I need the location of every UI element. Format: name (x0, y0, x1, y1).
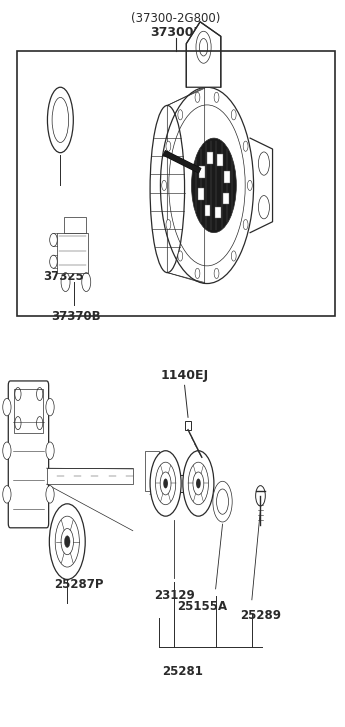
Circle shape (193, 472, 204, 495)
Bar (217, 154, 223, 166)
Text: (37300-2G800): (37300-2G800) (131, 12, 221, 25)
Text: 25289: 25289 (240, 609, 281, 622)
Text: 1140EJ: 1140EJ (160, 369, 209, 382)
Text: 37300E: 37300E (150, 26, 202, 39)
Ellipse shape (50, 233, 57, 246)
Polygon shape (167, 87, 205, 284)
Bar (14, 389, 43, 433)
Circle shape (166, 141, 171, 151)
Circle shape (231, 251, 236, 261)
Bar (57, 233, 88, 273)
Circle shape (213, 481, 232, 522)
Text: 37325: 37325 (43, 270, 84, 284)
Bar (223, 193, 229, 204)
Circle shape (247, 180, 252, 190)
Circle shape (195, 92, 200, 103)
Text: 25281: 25281 (162, 665, 203, 678)
Circle shape (163, 478, 168, 489)
Circle shape (231, 110, 236, 120)
Circle shape (46, 398, 54, 416)
FancyBboxPatch shape (8, 381, 49, 528)
Circle shape (3, 398, 11, 416)
Text: 25155A: 25155A (177, 600, 227, 613)
Bar (47, 468, 133, 484)
Circle shape (256, 486, 265, 506)
Circle shape (188, 462, 208, 505)
Bar (199, 166, 205, 178)
Circle shape (196, 478, 201, 489)
Circle shape (160, 472, 171, 495)
Circle shape (156, 462, 176, 505)
Circle shape (191, 138, 236, 233)
Circle shape (3, 442, 11, 459)
Circle shape (162, 180, 167, 190)
Ellipse shape (50, 255, 57, 268)
Polygon shape (185, 421, 191, 430)
Circle shape (55, 516, 79, 567)
Circle shape (61, 529, 73, 555)
Circle shape (243, 141, 248, 151)
Circle shape (217, 489, 228, 514)
Text: 25287P: 25287P (55, 578, 104, 591)
Bar (215, 206, 221, 218)
Bar (64, 217, 86, 233)
Circle shape (166, 220, 171, 230)
Bar (198, 188, 204, 200)
Bar (17, 51, 335, 316)
Circle shape (49, 504, 85, 579)
Circle shape (195, 268, 200, 278)
Circle shape (178, 110, 183, 120)
Circle shape (3, 486, 11, 503)
Text: 37370B: 37370B (51, 310, 101, 323)
Text: 23129: 23129 (154, 589, 195, 602)
Bar (224, 171, 229, 182)
Circle shape (214, 268, 219, 278)
Bar (205, 205, 210, 217)
Circle shape (46, 442, 54, 459)
Polygon shape (186, 22, 221, 87)
Circle shape (65, 536, 70, 547)
Circle shape (150, 451, 181, 516)
Bar (207, 153, 213, 164)
Circle shape (243, 220, 248, 230)
Circle shape (46, 486, 54, 503)
Bar (145, 451, 159, 491)
Circle shape (183, 451, 214, 516)
Circle shape (178, 251, 183, 261)
Circle shape (214, 92, 219, 103)
